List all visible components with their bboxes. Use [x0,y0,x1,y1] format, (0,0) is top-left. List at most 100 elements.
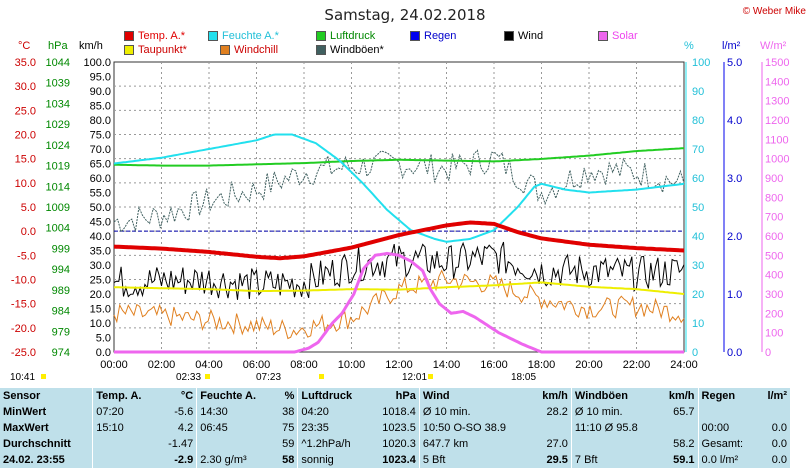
pressure-tick-label: 1014 [46,181,70,193]
humidity-unit-label: % [684,40,694,52]
stats-cell: 0.0 [771,422,787,434]
rain-tick-label: 4.0 [727,115,742,127]
stats-cell: 15:10 [92,420,158,436]
humidity-tick-label: 60 [692,173,704,185]
stats-cell: -1.47 [168,438,194,450]
solar-tick-label: 600 [765,231,783,243]
stats-header: °C [180,390,194,402]
temp-tick-label: -15.0 [11,299,36,311]
dawn-time-mark: 07:23 [256,372,282,383]
pressure-tick-label: 979 [52,326,70,338]
x-tick-label: 10:00 [338,359,366,371]
legend-item: Temp. A.* [124,30,185,42]
legend-swatch [208,31,218,41]
temp-tick-label: -5.0 [17,250,36,262]
stats-header-row: Sensor Temp. A. °C Feuchte A. % Luftdruc… [0,388,790,404]
stats-header: % [284,390,295,402]
stats-cell [196,436,275,452]
stats-row-current: 24.02. 23:55 -2.9 2.30 g/m³ 58 sonnig 10… [0,452,790,468]
first-time-mark: 10:41 [10,372,36,383]
temp-tick-label: -25.0 [11,347,36,359]
time-marker [205,374,210,379]
solar-tick-label: 400 [765,270,783,282]
stats-cell [758,404,790,420]
temp-tick-label: 5.0 [21,202,36,214]
legend-label: Luftdruck [330,30,376,42]
solar-tick-label: 1100 [765,134,789,146]
wind-tick-label: 80.0 [90,115,111,127]
solar-tick-label: 1500 [765,57,789,69]
temp-series-line [113,220,685,261]
stats-cell: 29.5 [546,454,568,466]
pressure-tick-label: 989 [52,285,70,297]
humidity-tick-label: 90 [692,86,704,98]
stats-cell: 04:20 [297,404,370,420]
wind-tick-label: 60.0 [90,173,111,185]
pressure-tick-label: 984 [52,306,70,318]
legend-item: Regen [410,30,456,42]
wind-unit-label: km/h [79,40,103,52]
rain-tick-label: 2.0 [727,231,742,243]
stats-cell: 1023.4 [382,454,416,466]
stats-table: Sensor Temp. A. °C Feuchte A. % Luftdruc… [0,388,790,468]
legend-item: Wind [504,30,543,42]
stats-cell: 647.7 km [418,436,532,452]
stats-header: Wind [418,388,532,404]
humidity-tick-label: 0 [692,347,698,359]
wind-tick-label: 35.0 [90,246,111,258]
stats-row-label: MinWert [3,406,47,418]
pressure-tick-label: 1004 [46,223,70,235]
stats-row-min: MinWert 07:20 -5.6 14:30 38 04:20 1018.4… [0,404,790,420]
sunrise-time-mark: 02:33 [176,372,202,383]
wind-tick-label: 90.0 [90,86,111,98]
pressure-tick-label: 1029 [46,119,70,131]
stats-cell [92,436,158,452]
humidity-tick-label: 30 [692,260,704,272]
legend-label: Feuchte A.* [222,30,279,42]
stats-cell: 58.2 [673,438,695,450]
rain-tick-label: 1.0 [727,289,742,301]
legend-label: Temp. A.* [138,30,186,42]
stats-cell: 0.0 l/m² [697,452,759,468]
stats-cell: 58 [282,454,295,466]
legend-label: Solar [612,30,638,42]
stats-cell: 59.1 [673,454,695,466]
stats-cell: ^1.2hPa/h [297,436,370,452]
temp-tick-label: 30.0 [15,81,36,93]
temp-unit-label: °C [18,40,31,52]
stats-cell: 23:35 [297,420,370,436]
pressure-tick-label: 1009 [46,202,70,214]
stats-header: hPa [395,390,416,402]
x-tick-label: 16:00 [480,359,508,371]
legend-label: Taupunkt* [138,44,187,56]
wind-tick-label: 15.0 [90,304,111,316]
stats-header: Regen [697,388,759,404]
pressure-tick-label: 999 [52,243,70,255]
stats-cell: 75 [282,422,295,434]
x-tick-label: 00:00 [100,359,128,371]
dusk-time-mark: 18:05 [511,372,537,383]
rain-unit-label: l/m² [722,40,741,52]
x-tick-label: 04:00 [195,359,223,371]
x-tick-label: 14:00 [433,359,461,371]
wind-tick-label: 70.0 [90,144,111,156]
legend-swatch [410,31,420,41]
legend-swatch [504,31,514,41]
wind-tick-label: 40.0 [90,231,111,243]
wind-tick-label: 95.0 [90,72,111,84]
temp-tick-label: -10.0 [11,275,36,287]
wind-tick-label: 85.0 [90,101,111,113]
legend-item: Taupunkt* [124,44,187,56]
x-tick-label: 02:00 [148,359,176,371]
page-title: Samstag, 24.02.2018 [324,6,486,24]
x-tick-label: 24:00 [670,359,698,371]
stats-cell: 11:10 Ø 95.8 [570,420,658,436]
stats-cell: Gesamt: [697,436,759,452]
wind-tick-label: 10.0 [90,318,111,330]
stats-cell: 28.2 [546,406,568,418]
dewpoint-series-line [113,281,685,295]
stats-header: l/m² [767,390,787,402]
stats-header: km/h [668,390,695,402]
legend-label: Windböen* [330,44,384,56]
x-tick-label: 12:00 [385,359,413,371]
